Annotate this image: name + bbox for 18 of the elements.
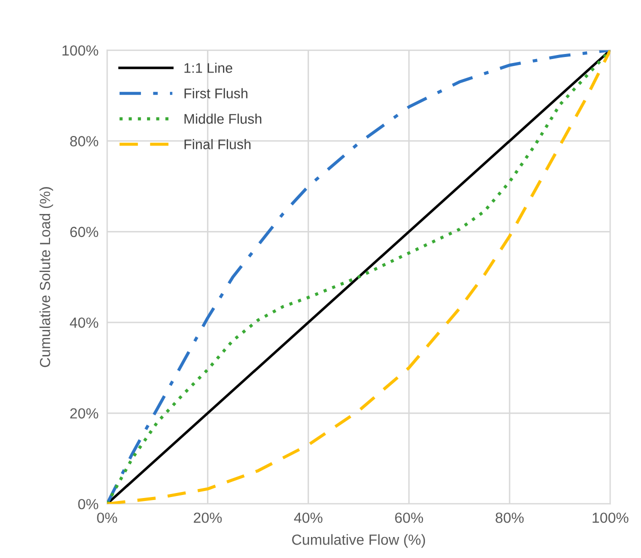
x-tick-label: 40% <box>294 512 322 523</box>
x-axis-title: Cumulative Flow (%) <box>292 534 425 548</box>
x-tick-label: 100% <box>592 512 628 523</box>
legend-label: Final Flush <box>184 139 250 150</box>
y-tick-label: 80% <box>70 136 98 146</box>
y-tick-label: 60% <box>70 226 98 238</box>
legend-label: 1:1 Line <box>184 62 232 73</box>
y-tick-label: 0% <box>78 498 98 510</box>
x-tick-label: 20% <box>194 512 222 523</box>
legend-label: First Flush <box>184 88 248 98</box>
x-tick-label: 60% <box>395 512 424 523</box>
x-tick-label: 80% <box>496 512 524 523</box>
y-tick-label: 100% <box>62 45 98 56</box>
x-tick-label: 0% <box>97 512 118 523</box>
legend-label: Middle Flush <box>184 114 262 124</box>
y-tick-label: 20% <box>70 408 98 419</box>
y-axis-title: Cumulative Solute Load (%) <box>39 187 54 368</box>
y-tick-label: 40% <box>70 318 98 328</box>
